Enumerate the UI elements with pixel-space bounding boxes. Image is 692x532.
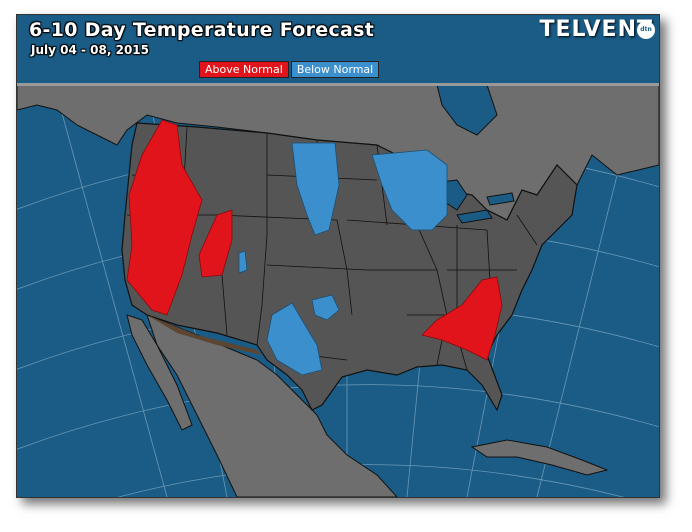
brand-logo: TELVENT bbox=[540, 17, 654, 42]
mexico-land bbox=[146, 314, 398, 497]
dtn-badge-icon: dtn bbox=[637, 21, 655, 39]
map-title: 6-10 Day Temperature Forecast bbox=[29, 19, 375, 41]
above-normal-areas bbox=[126, 119, 503, 361]
cuba bbox=[470, 439, 609, 476]
brand-text: TELVENT bbox=[539, 17, 653, 42]
forecast-map bbox=[17, 15, 659, 497]
legend: Above Normal Below Normal bbox=[199, 61, 380, 78]
legend-above-normal: Above Normal bbox=[199, 61, 289, 78]
map-subtitle: July 04 - 08, 2015 bbox=[31, 43, 149, 57]
coastal-strip bbox=[147, 315, 262, 355]
legend-below-normal: Below Normal bbox=[290, 61, 380, 78]
header-divider bbox=[17, 83, 659, 86]
baja bbox=[126, 314, 193, 431]
map-frame: 6-10 Day Temperature Forecast July 04 - … bbox=[16, 14, 660, 498]
below-normal-areas bbox=[238, 142, 448, 376]
